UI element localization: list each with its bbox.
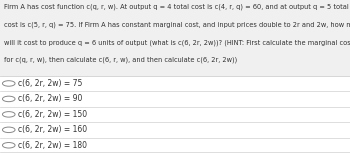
Circle shape xyxy=(2,112,15,117)
Text: will it cost to produce q = 6 units of output (what is c(6, 2r, 2w))? (HINT: Fir: will it cost to produce q = 6 units of o… xyxy=(4,39,350,45)
FancyBboxPatch shape xyxy=(0,76,350,153)
Text: c(6, 2r, 2w) = 180: c(6, 2r, 2w) = 180 xyxy=(18,141,87,150)
Text: for c(q, r, w), then calculate c(6, r, w), and then calculate c(6, 2r, 2w)): for c(q, r, w), then calculate c(6, r, w… xyxy=(4,57,237,63)
Circle shape xyxy=(2,143,15,148)
Text: c(6, 2r, 2w) = 90: c(6, 2r, 2w) = 90 xyxy=(18,94,83,103)
Circle shape xyxy=(2,127,15,132)
Text: c(6, 2r, 2w) = 150: c(6, 2r, 2w) = 150 xyxy=(18,110,88,119)
Circle shape xyxy=(2,81,15,86)
Circle shape xyxy=(2,96,15,102)
Text: Firm A has cost function c(q, r, w). At output q = 4 total cost is c(4, r, q) = : Firm A has cost function c(q, r, w). At … xyxy=(4,4,349,10)
Text: c(6, 2r, 2w) = 75: c(6, 2r, 2w) = 75 xyxy=(18,79,83,88)
Text: cost is c(5, r, q) = 75. If Firm A has constant marginal cost, and input prices : cost is c(5, r, q) = 75. If Firm A has c… xyxy=(4,21,350,28)
Text: c(6, 2r, 2w) = 160: c(6, 2r, 2w) = 160 xyxy=(18,125,88,134)
